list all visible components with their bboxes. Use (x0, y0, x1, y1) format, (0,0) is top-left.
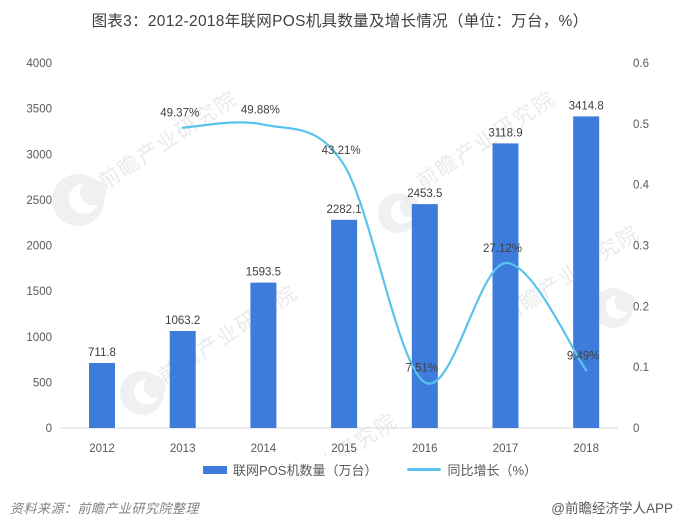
bar-label-2013: 1063.2 (165, 315, 200, 327)
y-left-tick-4000: 4000 (26, 58, 52, 70)
y-right-tick-0: 0 (633, 423, 639, 435)
watermark-logo-icon (52, 174, 107, 226)
line-label-2017: 27.12% (483, 243, 522, 255)
x-tick-2014: 2014 (251, 443, 277, 455)
y-left-tick-500: 500 (33, 377, 52, 389)
y-right-tick-0.2: 0.2 (633, 301, 649, 313)
line-label-2016: 7.51% (405, 362, 438, 374)
bar-2016 (411, 204, 438, 428)
axis-layer: 0 500 1000 1500 2000 2500 3000 3500 4000 0 0.1 0.2 0… (26, 58, 649, 455)
watermark-logo-icon (120, 371, 166, 415)
line-label-2015: 43.21% (322, 145, 361, 157)
line-series (181, 121, 588, 385)
legend-item-bar: 联网POS机数量（万台） (202, 460, 378, 479)
x-tick-2016: 2016 (412, 443, 438, 455)
line-label-layer: 49.37% 49.88% 43.21% 7.51% 27.12% 9.49% (160, 105, 599, 375)
bar-2015 (331, 219, 358, 428)
bar-2012 (89, 363, 115, 428)
x-tick-2013: 2013 (170, 443, 196, 455)
combo-chart: 前瞻产业研究院前瞻产业研究院前瞻产业研究院前瞻产业研究院前瞻产业研究院 0500… (26, 58, 649, 456)
bar-label-2015: 2282.1 (327, 204, 362, 216)
y-right-tick-0.4: 0.4 (633, 180, 650, 192)
watermark-text: 前瞻产业研究院 (95, 87, 243, 194)
bar-label-2016: 2453.5 (407, 188, 442, 200)
y-left-tick-1500: 1500 (26, 286, 52, 298)
y-left-tick-3000: 3000 (26, 149, 52, 161)
watermark-logo-icon (378, 193, 420, 233)
bar-label-2018: 3414.8 (569, 100, 604, 112)
watermark-text: 前瞻产业研究院 (255, 409, 403, 456)
bar-2013 (169, 331, 196, 428)
watermark-text: 前瞻产业研究院 (413, 87, 561, 194)
footer: 资料来源：前瞻产业研究院整理 @前瞻经济学人APP (0, 496, 680, 520)
chart-title: 图表3：2012-2018年联网POS机具数量及增长情况（单位：万台，%） (91, 13, 589, 30)
line-label-2018: 9.49% (567, 350, 600, 362)
y-left-tick-1000: 1000 (26, 332, 52, 344)
y-left-tick-2500: 2500 (26, 195, 52, 207)
line-legend-label: 同比增长（%） (447, 463, 538, 478)
growth-line (181, 121, 588, 385)
bar-legend-label: 联网POS机数量（万台） (232, 463, 378, 478)
x-tick-2018: 2018 (573, 443, 599, 455)
bar-label-layer: 711.8 1063.2 1593.5 2282.1 2453.5 3118.9 3414.… (88, 100, 604, 359)
legend-item-line: 同比增长（%） (407, 460, 537, 479)
bar-2018 (573, 116, 600, 429)
y-right-tick-0.6: 0.6 (633, 58, 649, 70)
bar-label-2012: 711.8 (88, 347, 116, 359)
y-left-tick-2000: 2000 (26, 241, 52, 253)
source-note: 资料来源：前瞻产业研究院整理 (10, 501, 200, 516)
watermark-logo-icon (593, 288, 635, 328)
y-right-tick-0.5: 0.5 (633, 119, 649, 131)
bar-series (89, 116, 600, 429)
y-right-tick-0.3: 0.3 (633, 241, 649, 253)
bar-label-2017: 3118.9 (488, 127, 522, 139)
line-label-2013: 49.37% (160, 108, 199, 120)
x-tick-2012: 2012 (89, 443, 115, 455)
bar-2017 (492, 143, 519, 428)
y-left-tick-0: 0 (46, 423, 52, 435)
bar-label-2014: 1593.5 (246, 267, 281, 279)
x-tick-2015: 2015 (331, 443, 357, 455)
bar-legend-swatch (202, 465, 227, 474)
legend: 联网POS机数量（万台） 同比增长（%） (30, 460, 680, 479)
y-left-tick-3500: 3500 (26, 104, 52, 116)
line-legend-swatch (407, 468, 442, 471)
x-tick-2017: 2017 (493, 443, 519, 455)
credit: @前瞻经济学人APP (551, 501, 673, 516)
bar-2014 (250, 282, 277, 428)
y-right-tick-0.1: 0.1 (633, 362, 649, 374)
line-label-2014: 49.88% (241, 105, 280, 117)
